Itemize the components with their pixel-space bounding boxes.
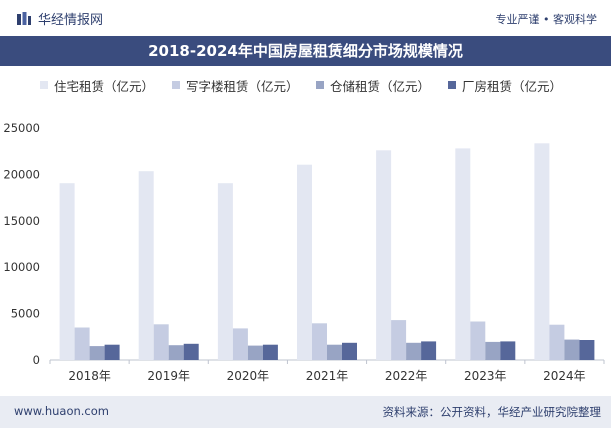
x-tick-label-6: 2024年	[543, 369, 586, 383]
legend-label-office: 写字楼租赁（亿元）	[186, 78, 299, 94]
y-tick-label-3: 15000	[3, 214, 40, 228]
bar-factory-5	[500, 341, 516, 360]
footer-url[interactable]: www.huaon.com	[14, 404, 109, 418]
bar-office-6	[549, 324, 565, 360]
bar-office-5	[470, 321, 486, 360]
x-tick-label-1: 2019年	[147, 369, 190, 383]
bar-factory-3	[342, 342, 357, 360]
legend-item-office: 写字楼租赁（亿元）	[172, 74, 299, 96]
chart-legend: 住宅租赁（亿元） 写字楼租赁（亿元） 仓储租赁（亿元） 厂房租赁（亿元）	[0, 74, 611, 96]
footer-source: 资料来源：公开资料，华经产业研究院整理	[382, 405, 602, 419]
legend-swatch-office	[172, 81, 180, 89]
legend-swatch-warehouse	[316, 81, 324, 89]
top-header: 华经情报网 专业严谨 • 客观科学	[0, 0, 611, 36]
legend-label-warehouse: 仓储租赁（亿元）	[330, 78, 431, 94]
y-tick-label-1: 5000	[11, 307, 40, 321]
x-tick-label-4: 2022年	[385, 369, 428, 383]
footer: www.huaon.com 资料来源：公开资料，华经产业研究院整理	[0, 396, 611, 428]
bar-warehouse-1	[168, 345, 184, 360]
bar-office-4	[391, 320, 407, 360]
bar-office-0	[74, 327, 90, 360]
legend-label-factory: 厂房租赁（亿元）	[462, 78, 563, 94]
bar-office-2	[232, 328, 248, 360]
bar-warehouse-0	[89, 346, 105, 360]
bar-factory-2	[262, 344, 278, 360]
y-tick-label-4: 20000	[3, 167, 40, 181]
bar-chart: 0 5000 10000 15000 20000 25000 2018年 2019年 2020年…	[3, 121, 605, 383]
x-tick-label-5: 2023年	[464, 369, 507, 383]
brand-name: 华经情报网	[38, 13, 104, 28]
bar-warehouse-2	[247, 345, 263, 360]
bar-factory-4	[421, 341, 437, 360]
slogan: 专业严谨 • 客观科学	[495, 13, 597, 26]
bar-warehouse-3	[327, 344, 342, 360]
legend-item-residential: 住宅租赁（亿元）	[40, 74, 154, 96]
bar-factory-1	[183, 343, 199, 360]
logo-icon	[17, 12, 31, 25]
legend-swatch-factory	[448, 81, 456, 89]
legend-item-warehouse: 仓储租赁（亿元）	[316, 74, 430, 96]
x-tick-label-3: 2021年	[306, 369, 349, 383]
bar-office-3	[312, 323, 327, 360]
legend-item-factory: 厂房租赁（亿元）	[448, 74, 562, 96]
x-tick-label-2: 2020年	[227, 369, 270, 383]
legend-swatch-residential	[40, 81, 48, 89]
bar-residential-3	[297, 164, 312, 360]
y-tick-label-5: 25000	[3, 121, 40, 135]
bar-residential-6	[534, 143, 550, 360]
bar-factory-6	[579, 340, 595, 360]
bar-office-1	[153, 324, 169, 360]
bar-warehouse-5	[485, 341, 501, 360]
bar-residential-2	[217, 183, 233, 360]
bar-warehouse-4	[406, 342, 422, 360]
bar-warehouse-6	[564, 339, 580, 360]
y-tick-label-2: 10000	[3, 260, 40, 274]
bar-residential-1	[138, 171, 154, 360]
y-tick-label-0: 0	[33, 353, 40, 367]
bar-residential-0	[59, 183, 75, 360]
bar-residential-4	[376, 150, 392, 360]
bar-factory-0	[104, 344, 120, 360]
x-tick-label-0: 2018年	[68, 369, 111, 383]
legend-label-residential: 住宅租赁（亿元）	[54, 78, 155, 94]
bar-residential-5	[455, 148, 471, 360]
chart-title: 2018-2024年中国房屋租赁细分市场规模情况	[0, 36, 611, 66]
